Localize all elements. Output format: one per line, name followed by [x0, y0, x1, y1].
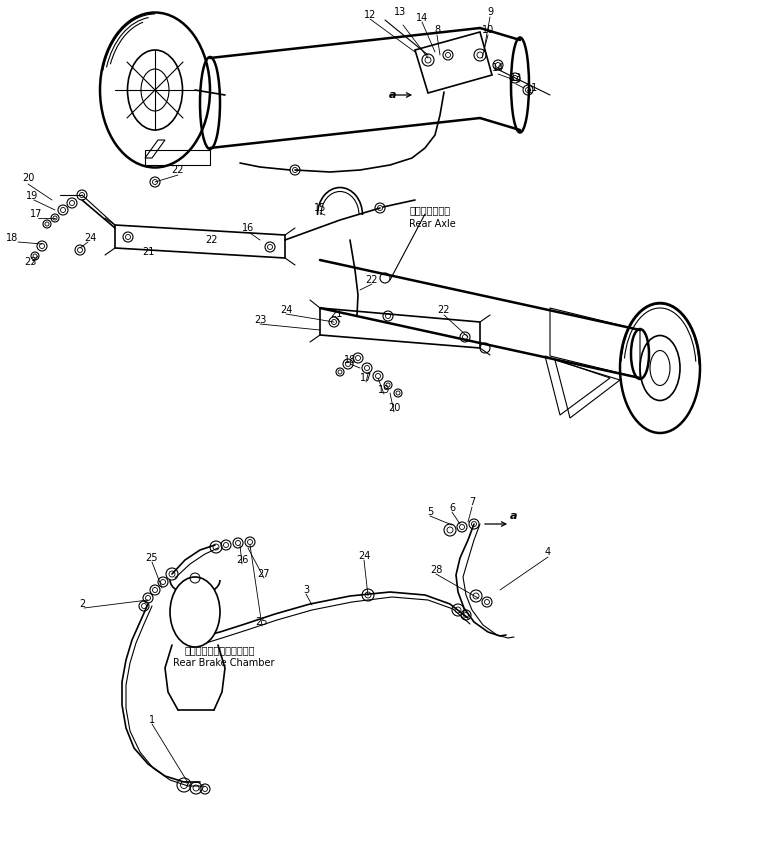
Text: 8: 8: [434, 25, 440, 35]
Text: 2: 2: [79, 599, 85, 609]
Text: 23: 23: [24, 257, 36, 267]
Text: 22: 22: [172, 165, 184, 175]
Ellipse shape: [170, 577, 220, 647]
Text: リヤーアクスル: リヤーアクスル: [410, 205, 450, 215]
Polygon shape: [115, 225, 285, 258]
Text: 21: 21: [330, 309, 342, 319]
Text: 4: 4: [545, 547, 551, 557]
Text: 17: 17: [360, 373, 372, 383]
Text: 21: 21: [142, 247, 154, 257]
Text: 18: 18: [344, 355, 356, 365]
Polygon shape: [320, 308, 480, 348]
Text: 28: 28: [430, 565, 443, 575]
Text: 11: 11: [526, 83, 538, 93]
Text: 14: 14: [492, 63, 504, 73]
Polygon shape: [415, 32, 492, 93]
Text: 1: 1: [149, 715, 155, 725]
Text: 24: 24: [358, 551, 370, 561]
Text: 24: 24: [84, 233, 96, 243]
Text: 17: 17: [30, 209, 42, 219]
Text: 27: 27: [258, 569, 270, 579]
Text: 18: 18: [6, 233, 18, 243]
Text: 13: 13: [510, 73, 522, 83]
Text: リヤーブレーキチャンパ: リヤーブレーキチャンパ: [185, 645, 255, 655]
Text: 25: 25: [146, 553, 158, 563]
Text: 10: 10: [482, 25, 494, 35]
Text: 5: 5: [427, 507, 433, 517]
Text: 3: 3: [303, 585, 309, 595]
Text: 22: 22: [438, 305, 450, 315]
Text: 19: 19: [26, 191, 38, 201]
Text: 15: 15: [314, 203, 326, 213]
Text: 24: 24: [280, 305, 292, 315]
Text: 25: 25: [255, 617, 268, 627]
Text: 13: 13: [394, 7, 406, 17]
Text: 22: 22: [366, 275, 378, 285]
Text: a: a: [389, 90, 397, 100]
Text: 14: 14: [416, 13, 428, 23]
Text: 9: 9: [487, 7, 493, 17]
Text: 22: 22: [206, 235, 219, 245]
Text: 20: 20: [21, 173, 35, 183]
Text: 6: 6: [449, 503, 455, 513]
Text: 26: 26: [235, 555, 249, 565]
Text: Rear Axle: Rear Axle: [409, 219, 456, 229]
Text: 23: 23: [254, 315, 266, 325]
Text: 16: 16: [242, 223, 254, 233]
Text: Rear Brake Chamber: Rear Brake Chamber: [173, 658, 275, 668]
Text: 19: 19: [378, 385, 390, 395]
Text: 12: 12: [364, 10, 376, 20]
Text: a: a: [510, 511, 518, 521]
Text: 20: 20: [388, 403, 400, 413]
Text: 7: 7: [469, 497, 475, 507]
